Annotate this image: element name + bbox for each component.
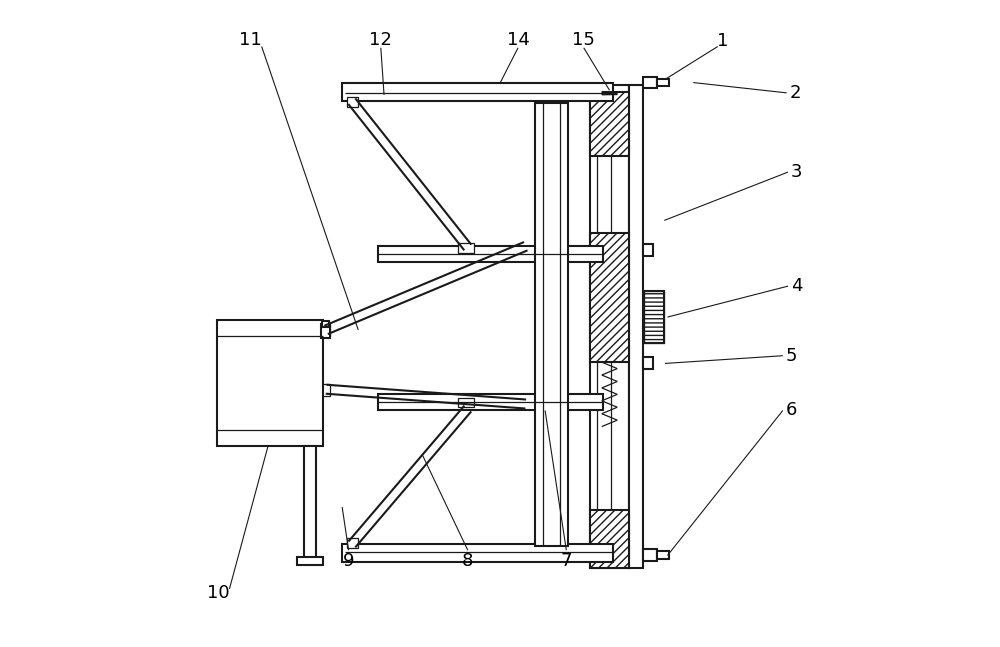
Text: 2: 2 (789, 84, 801, 102)
Bar (320, 384, 330, 396)
Bar (629, 85, 643, 568)
Bar (643, 357, 653, 369)
Bar (378, 395, 603, 410)
Bar (644, 291, 664, 343)
Bar (378, 247, 603, 262)
Bar (657, 551, 669, 558)
Bar (643, 549, 657, 560)
Text: 4: 4 (791, 277, 802, 295)
Bar (321, 324, 330, 338)
Bar (297, 557, 323, 565)
Bar (590, 234, 629, 362)
Bar (217, 320, 323, 446)
Text: 11: 11 (239, 31, 261, 49)
Text: 5: 5 (785, 347, 797, 365)
Bar (304, 446, 316, 558)
Text: 7: 7 (561, 552, 572, 569)
Text: 1: 1 (717, 32, 728, 50)
Bar (322, 321, 329, 327)
Bar (342, 83, 613, 101)
Bar (590, 85, 629, 568)
Bar (347, 538, 358, 549)
Bar (643, 77, 657, 89)
Bar (597, 92, 611, 562)
Bar (342, 544, 613, 562)
Text: 14: 14 (507, 31, 529, 49)
Bar (590, 92, 629, 156)
Bar (535, 102, 568, 546)
Bar (320, 324, 330, 336)
Bar (644, 291, 664, 343)
Text: 10: 10 (207, 584, 229, 602)
Text: 9: 9 (343, 552, 354, 569)
Bar (657, 79, 669, 87)
Text: 8: 8 (462, 552, 473, 569)
Text: 12: 12 (369, 31, 392, 49)
Bar (458, 398, 474, 407)
Bar (458, 243, 474, 252)
Bar (643, 245, 653, 256)
Text: 15: 15 (572, 31, 595, 49)
Bar (347, 97, 358, 107)
Text: 6: 6 (786, 402, 797, 419)
Text: 3: 3 (791, 163, 802, 181)
Bar (590, 510, 629, 568)
